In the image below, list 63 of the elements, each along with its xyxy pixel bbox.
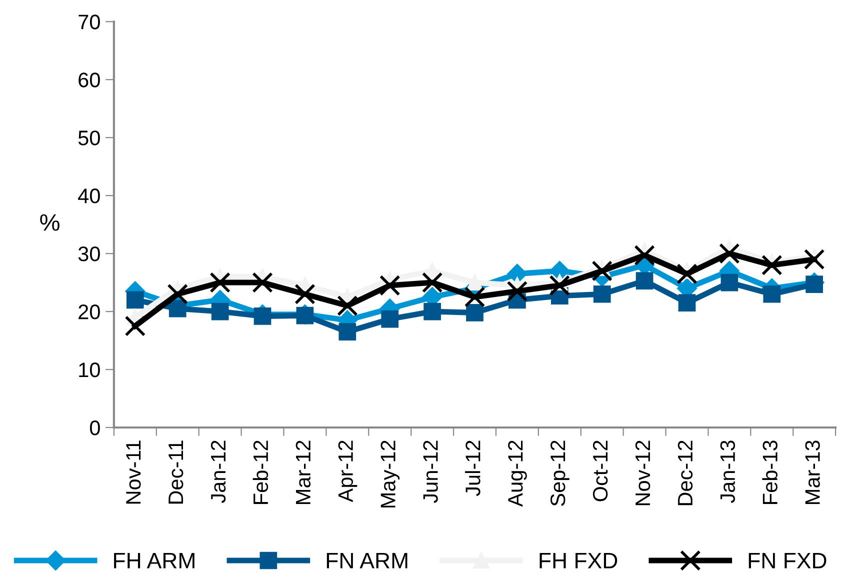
- point: [168, 300, 186, 318]
- y-tick-label: 40: [78, 188, 100, 204]
- x-tick-label: Nov-11: [126, 440, 141, 504]
- legend-label: FN FXD: [748, 552, 826, 568]
- point: [806, 276, 824, 293]
- point: [720, 274, 738, 292]
- y-tick-label: 70: [78, 14, 100, 30]
- x-tick-label: Mar-12: [296, 440, 311, 504]
- x-tick-label: Feb-13: [762, 440, 778, 504]
- legend-label: FH FXD: [540, 552, 618, 568]
- x-tick-label: Jan-13: [720, 440, 736, 504]
- x-tick-label: Jul-12: [465, 440, 480, 496]
- point: [636, 272, 654, 290]
- x-tick-label: Nov-12: [635, 440, 650, 506]
- point: [424, 302, 441, 320]
- point: [296, 306, 314, 324]
- point: [761, 254, 782, 276]
- point: [338, 323, 356, 340]
- point: [211, 302, 229, 320]
- point: [678, 294, 696, 312]
- point: [506, 280, 528, 302]
- point: [124, 316, 146, 336]
- x-tick-label: Jan-12: [210, 440, 226, 504]
- point: [254, 307, 272, 325]
- point: [592, 260, 613, 282]
- y-tick-label: 20: [78, 304, 100, 320]
- point: [804, 248, 825, 270]
- point: [464, 286, 486, 308]
- x-tick-label: Oct-12: [592, 440, 608, 502]
- y-tick-label: 50: [78, 130, 100, 146]
- point: [336, 295, 358, 316]
- point: [466, 304, 484, 322]
- point: [210, 272, 230, 293]
- x-tick-label: Dec-12: [678, 440, 693, 506]
- legend-label: FN ARM: [326, 552, 408, 568]
- point: [676, 263, 698, 284]
- y-tick-label: 10: [79, 362, 100, 378]
- point: [294, 284, 316, 305]
- x-tick-label: Sep-12: [550, 440, 570, 506]
- x-tick-label: Apr-12: [338, 440, 358, 502]
- y-tick-label: 30: [78, 246, 100, 262]
- point: [126, 291, 144, 309]
- y-tick-label: 60: [78, 72, 100, 88]
- point: [381, 310, 399, 328]
- x-tick-label: Mar-13: [805, 440, 820, 504]
- point: [719, 243, 740, 264]
- point: [167, 284, 188, 305]
- y-tick-label: 0: [90, 420, 100, 436]
- point: [593, 285, 611, 303]
- x-tick-label: Dec-11: [168, 440, 184, 504]
- x-tick-label: Feb-12: [252, 440, 268, 504]
- point: [763, 285, 781, 303]
- x-tick-label: Jun-12: [423, 440, 438, 504]
- point: [634, 244, 655, 266]
- point: [422, 272, 443, 293]
- point: [379, 275, 400, 296]
- y-axis-title: %: [40, 214, 60, 231]
- point: [549, 275, 570, 296]
- legend-label: FH ARM: [114, 552, 194, 568]
- x-tick-label: Aug-12: [508, 440, 527, 507]
- point: [466, 274, 483, 291]
- point: [252, 272, 273, 293]
- x-tick-label: May-12: [380, 440, 400, 508]
